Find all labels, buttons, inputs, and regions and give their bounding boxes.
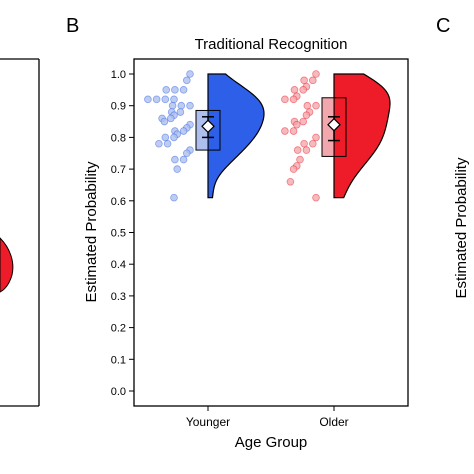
data-point (289, 95, 298, 104)
plot-area: 0.0 0.1 0.2 0.3 0.4 0.5 0.6 0.7 0.8 0.9 1.0 Younger… (111, 58, 409, 429)
y-tick-label: 0.4 (111, 259, 126, 271)
y-tick-label: 1.0 (111, 69, 126, 81)
data-point (286, 177, 295, 186)
y-tick-label: 0.8 (111, 132, 126, 144)
data-point (289, 165, 298, 173)
data-point (312, 193, 320, 202)
data-point (170, 193, 178, 202)
data-point (161, 95, 170, 104)
data-point (281, 95, 289, 104)
data-point (167, 114, 175, 123)
data-point (300, 139, 308, 148)
panel-letter-c: C (436, 15, 450, 37)
y-tick-label: 0.9 (111, 101, 126, 113)
data-point (290, 86, 299, 94)
x-tick-label: Younger (186, 415, 230, 429)
y-tick-label: 0.0 (111, 386, 126, 398)
data-point (162, 86, 171, 94)
data-point (308, 139, 317, 148)
y-tick-label: 0.6 (111, 196, 126, 208)
data-point (152, 95, 161, 104)
data-point (289, 127, 298, 135)
data-point (303, 101, 312, 110)
data-point (173, 165, 182, 173)
data-point (179, 86, 188, 94)
data-point (160, 117, 169, 126)
data-point (296, 155, 304, 164)
data-point (302, 111, 311, 120)
data-point (186, 101, 194, 110)
data-point (171, 155, 179, 164)
data-point (312, 70, 320, 78)
data-point (299, 117, 308, 126)
data-point (179, 155, 188, 164)
data-point (292, 120, 301, 129)
y-axis-label: Estimated Probability (83, 161, 100, 302)
data-point (299, 86, 308, 94)
data-point (170, 95, 178, 104)
right-panel-fragment: Estimated Probability (453, 157, 470, 298)
data-point (300, 76, 308, 85)
left-panel-fragment (0, 58, 40, 407)
data-point (161, 133, 170, 142)
data-point (281, 127, 289, 135)
mean-diamond (327, 117, 341, 132)
data-point (312, 101, 320, 110)
data-point (176, 108, 185, 116)
y-tick-label: 0.1 (111, 354, 126, 366)
data-point (177, 101, 186, 110)
y-tick-label: 0.3 (111, 291, 126, 303)
data-point (312, 133, 320, 142)
data-point (179, 127, 188, 135)
data-point (183, 149, 191, 158)
data-point (293, 146, 302, 154)
y-tick-label: 0.2 (111, 323, 126, 335)
data-point (170, 133, 178, 142)
y-tick-label: 0.5 (111, 228, 126, 240)
data-point (163, 139, 172, 148)
data-point (171, 86, 179, 94)
x-tick-label: Older (319, 415, 348, 429)
data-point (168, 101, 177, 110)
data-point (308, 76, 317, 85)
data-point (183, 76, 191, 85)
chart-title: Traditional Recognition (195, 36, 348, 53)
y-tick-label: 0.7 (111, 164, 126, 176)
data-point (186, 70, 194, 78)
density-half-violin (207, 73, 265, 199)
data-point (155, 139, 163, 148)
x-axis-label: Age Group (235, 434, 308, 451)
density-half-violin (333, 73, 391, 199)
right-panel-y-label-fragment: Estimated Probability (453, 157, 470, 298)
data-point (144, 95, 152, 104)
data-point (302, 146, 311, 154)
panel-letter-b: B (66, 15, 79, 37)
mean-diamond (201, 119, 215, 134)
